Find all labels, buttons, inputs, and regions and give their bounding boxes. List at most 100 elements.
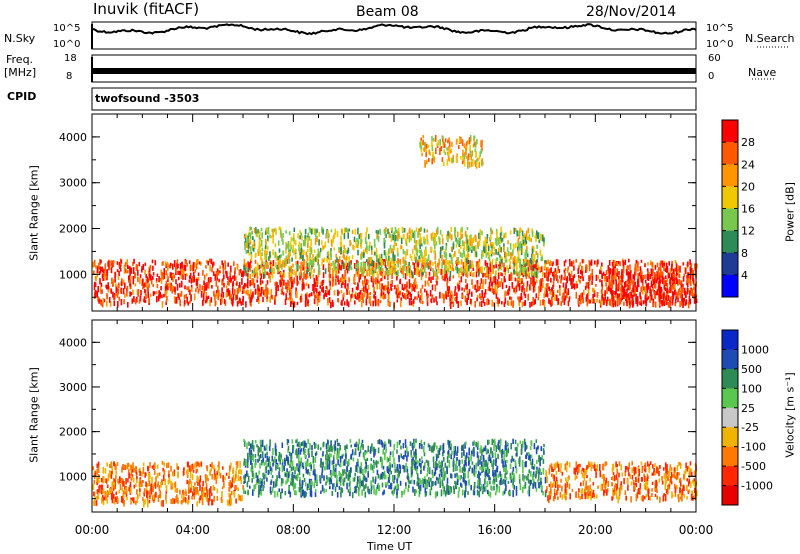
velocity-echo-cell [498,486,501,493]
power-echo-cell [458,268,461,273]
power-echo-cell [660,260,662,265]
power-echo-cell [425,148,428,153]
power-echo-cell [660,268,662,276]
power-echo-cell [329,280,331,286]
velocity-echo-cell [272,481,275,488]
power-echo-cell [674,280,676,286]
velocity-echo-cell [416,460,419,465]
velocity-echo-cell [116,462,119,466]
power-echo-cell [248,265,251,269]
power-echo-cell [324,268,327,274]
power-echo-cell [422,135,424,139]
velocity-echo-cell [450,443,452,451]
power-echo-cell [509,251,512,258]
power-echo-cell [394,285,396,290]
velocity-echo-field [92,438,698,508]
power-echo-cell [137,276,139,282]
power-echo-cell [461,160,464,165]
power-echo-cell [624,259,627,265]
power-echo-cell [167,266,169,271]
power-echo-cell [663,265,665,271]
velocity-echo-cell [311,444,313,450]
power-echo-cell [155,279,158,284]
velocity-echo-cell [173,498,176,504]
power-echo-cell [321,259,324,266]
power-echo-cell [244,282,246,289]
power-echo-cell [476,265,478,272]
power-echo-cell [275,262,277,268]
velocity-echo-cell [465,462,467,467]
power-echo-cell [341,259,343,264]
power-echo-cell [473,135,476,140]
velocity-echo-cell [313,464,315,469]
power-echo-cell [192,262,195,269]
velocity-echo-cell [413,460,415,465]
power-echo-cell [661,294,664,298]
power-echo-cell [385,233,387,238]
velocity-echo-cell [237,493,240,501]
velocity-echo-cell [398,455,400,463]
power-echo-cell [540,266,543,273]
power-echo-cell [629,292,631,298]
power-echo-cell [432,276,434,280]
power-echo-cell [112,291,114,298]
power-echo-cell [456,292,458,298]
power-echo-cell [361,273,363,277]
power-echo-cell [500,247,502,253]
power-echo-cell [244,244,246,251]
power-echo-cell [626,285,629,289]
velocity-echo-cell [189,478,191,484]
power-echo-cell [288,265,290,271]
power-echo-cell [431,140,433,147]
power-echo-cell [593,288,595,294]
power-echo-cell [297,264,299,272]
velocity-echo-cell [327,476,330,482]
power-echo-cell [482,272,484,278]
power-echo-cell [689,266,692,272]
power-echo-cell [544,291,546,298]
power-echo-cell [212,261,215,266]
power-echo-cell [345,257,348,261]
power-echo-cell [478,239,481,246]
power-echo-cell [327,299,329,306]
power-echo-cell [109,260,111,267]
power-echo-cell [524,300,526,306]
power-echo-cell [156,296,158,303]
velocity-echo-cell [183,491,185,496]
power-echo-cell [536,232,539,239]
velocity-echo-cell [247,475,250,482]
power-echo-cell [278,268,281,272]
power-echo-cell [518,232,521,240]
power-echo-cell [500,278,503,284]
power-echo-cell [526,266,529,271]
velocity-echo-cell [360,469,363,474]
power-echo-cell [249,289,252,295]
power-echo-cell [395,260,398,264]
power-echo-cell [327,266,330,272]
power-echo-cell [586,298,588,304]
power-echo-cell [369,256,372,264]
power-echo-cell [675,263,678,269]
power-echo-cell [266,271,268,276]
velocity-echo-cell [296,454,298,459]
power-echo-cell [380,264,383,272]
power-echo-cell [335,254,337,259]
power-echo-cell [129,279,131,286]
power-echo-cell [165,299,168,303]
power-echo-cell [630,300,633,305]
power-echo-cell [338,279,340,285]
velocity-echo-cell [333,444,336,451]
power-echo-cell [413,245,416,250]
velocity-echo-cell [407,488,409,492]
power-echo-cell [177,276,180,281]
velocity-echo-cell [372,469,375,473]
power-echo-cell [516,256,519,263]
velocity-echo-cell [384,443,387,447]
power-echo-cell [365,287,367,293]
velocity-echo-cell [436,491,439,497]
power-echo-cell [148,268,151,273]
power-echo-cell [383,228,386,234]
power-echo-cell [122,279,125,285]
power-echo-cell [618,275,620,280]
velocity-echo-cell [352,457,355,462]
